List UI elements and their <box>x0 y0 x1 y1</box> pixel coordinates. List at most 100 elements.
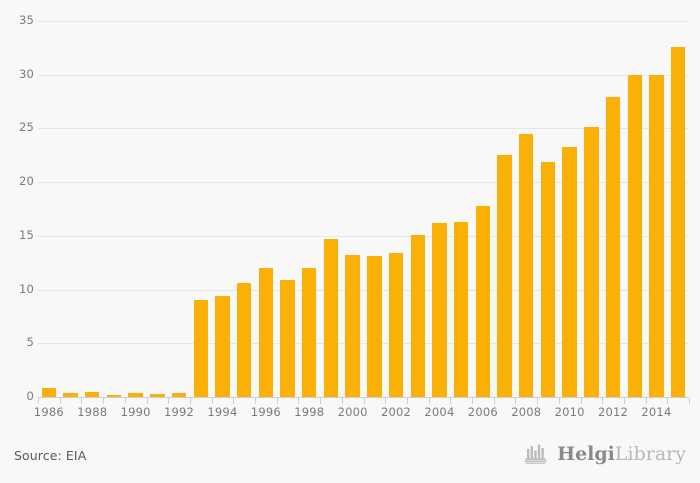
x-axis-tick <box>276 398 278 404</box>
x-axis-line <box>38 397 689 398</box>
x-axis-tick <box>515 398 517 404</box>
y-axis-tick-label: 35 <box>18 13 34 27</box>
x-axis-tick <box>602 398 604 404</box>
bar-2011[interactable] <box>584 127 599 397</box>
bar-2004[interactable] <box>432 222 447 397</box>
brand-logo[interactable]: HelgiLibrary <box>524 443 686 465</box>
x-axis-tick-label: 1992 <box>164 405 195 419</box>
x-axis-tick <box>450 398 452 404</box>
bar-1989[interactable] <box>106 394 122 397</box>
bar-1988[interactable] <box>85 391 100 397</box>
x-axis-tick <box>645 398 647 404</box>
bar-2010[interactable] <box>562 146 577 397</box>
bar-2012[interactable] <box>605 97 621 397</box>
x-axis-tick-label: 1988 <box>77 405 108 419</box>
y-axis-tick-label: 25 <box>18 120 34 135</box>
bar-2002[interactable] <box>388 253 404 397</box>
x-axis-tick-label: 2002 <box>381 405 412 419</box>
bar-1994[interactable] <box>215 296 230 397</box>
bar-2015[interactable] <box>670 46 686 397</box>
x-axis-tick <box>103 398 105 404</box>
x-axis-tick <box>81 398 83 404</box>
gridline <box>38 128 689 130</box>
bar-series <box>38 21 689 397</box>
x-axis-tick-label: 2006 <box>467 405 498 419</box>
gridline <box>38 235 689 237</box>
bar-1999[interactable] <box>323 239 339 397</box>
x-axis-tick <box>59 398 61 404</box>
x-axis-tick-label: 1986 <box>33 405 64 419</box>
x-axis-tick <box>38 398 39 404</box>
x-axis-tick <box>363 398 365 404</box>
bar-1990[interactable] <box>128 392 143 397</box>
y-axis-tick-label: 15 <box>18 227 34 242</box>
x-axis-tick-label: 2010 <box>554 405 585 419</box>
y-axis-tick-label: 5 <box>26 335 34 350</box>
x-axis-tick-label: 2012 <box>598 405 629 419</box>
x-axis-tick-label: 1990 <box>120 405 151 419</box>
x-axis-tick <box>623 398 625 404</box>
x-axis-tick <box>580 398 582 404</box>
brand-name-primary: Helgi <box>557 442 615 465</box>
bar-2003[interactable] <box>410 234 425 397</box>
x-axis-tick <box>255 398 256 404</box>
x-axis-tick <box>406 398 408 404</box>
x-axis-tick <box>537 398 539 404</box>
y-axis-tick-label: 0 <box>26 389 34 403</box>
x-axis-tick-label: 2004 <box>424 405 455 419</box>
gridline <box>38 289 689 291</box>
x-axis-tick-label: 2014 <box>641 405 672 419</box>
x-axis-tick <box>558 398 560 404</box>
x-axis-tick <box>320 398 322 404</box>
source-note: Source: EIA <box>14 448 87 463</box>
y-axis: 0 5 10 15 20 25 30 35 <box>0 14 34 401</box>
x-axis-tick-label: 2000 <box>337 405 368 419</box>
gridline <box>38 182 689 184</box>
x-axis-tick <box>146 398 148 404</box>
x-axis-tick <box>428 398 430 404</box>
bar-2009[interactable] <box>540 161 556 397</box>
bar-1996[interactable] <box>258 268 273 397</box>
bar-2013[interactable] <box>627 74 642 397</box>
bar-2006[interactable] <box>475 205 490 397</box>
bar-2007[interactable] <box>497 155 512 397</box>
bar-1998[interactable] <box>302 268 317 397</box>
x-axis-tick-label: 1998 <box>294 405 325 419</box>
bar-1992[interactable] <box>171 392 187 397</box>
y-axis-tick-label: 20 <box>18 174 34 189</box>
bar-1987[interactable] <box>63 392 78 397</box>
bar-2014[interactable] <box>649 74 664 397</box>
x-axis-tick <box>667 398 669 404</box>
gridline <box>38 21 689 22</box>
plot-area <box>38 21 689 397</box>
brand-text: HelgiLibrary <box>557 442 686 465</box>
x-axis-tick <box>689 398 690 404</box>
bar-2001[interactable] <box>367 256 382 397</box>
gridline <box>38 343 689 345</box>
x-axis-tick <box>385 398 387 404</box>
y-axis-tick-label: 10 <box>18 281 34 296</box>
x-axis-tick <box>211 398 213 404</box>
x-axis-tick <box>189 398 191 404</box>
bar-1997[interactable] <box>280 279 295 397</box>
bar-2000[interactable] <box>345 255 360 397</box>
bar-2008[interactable] <box>519 133 534 397</box>
x-axis-tick <box>233 398 235 404</box>
x-axis-tick <box>168 398 170 404</box>
x-axis-tick-label: 1994 <box>207 405 238 419</box>
bar-1986[interactable] <box>41 388 56 397</box>
x-axis-tick <box>341 398 343 404</box>
gridline <box>38 74 689 76</box>
x-axis-tick-label: 1996 <box>250 405 281 419</box>
x-axis-tick <box>493 398 495 404</box>
x-axis-tick <box>472 398 473 404</box>
library-bar-chart-icon <box>524 443 550 465</box>
bar-1993[interactable] <box>193 300 208 397</box>
x-axis-tick-label: 2008 <box>511 405 542 419</box>
bar-2005[interactable] <box>453 221 469 397</box>
brand-name-secondary: Library <box>614 442 686 465</box>
bar-1995[interactable] <box>236 283 252 397</box>
bar-1991[interactable] <box>150 393 165 397</box>
x-axis-tick <box>298 398 300 404</box>
